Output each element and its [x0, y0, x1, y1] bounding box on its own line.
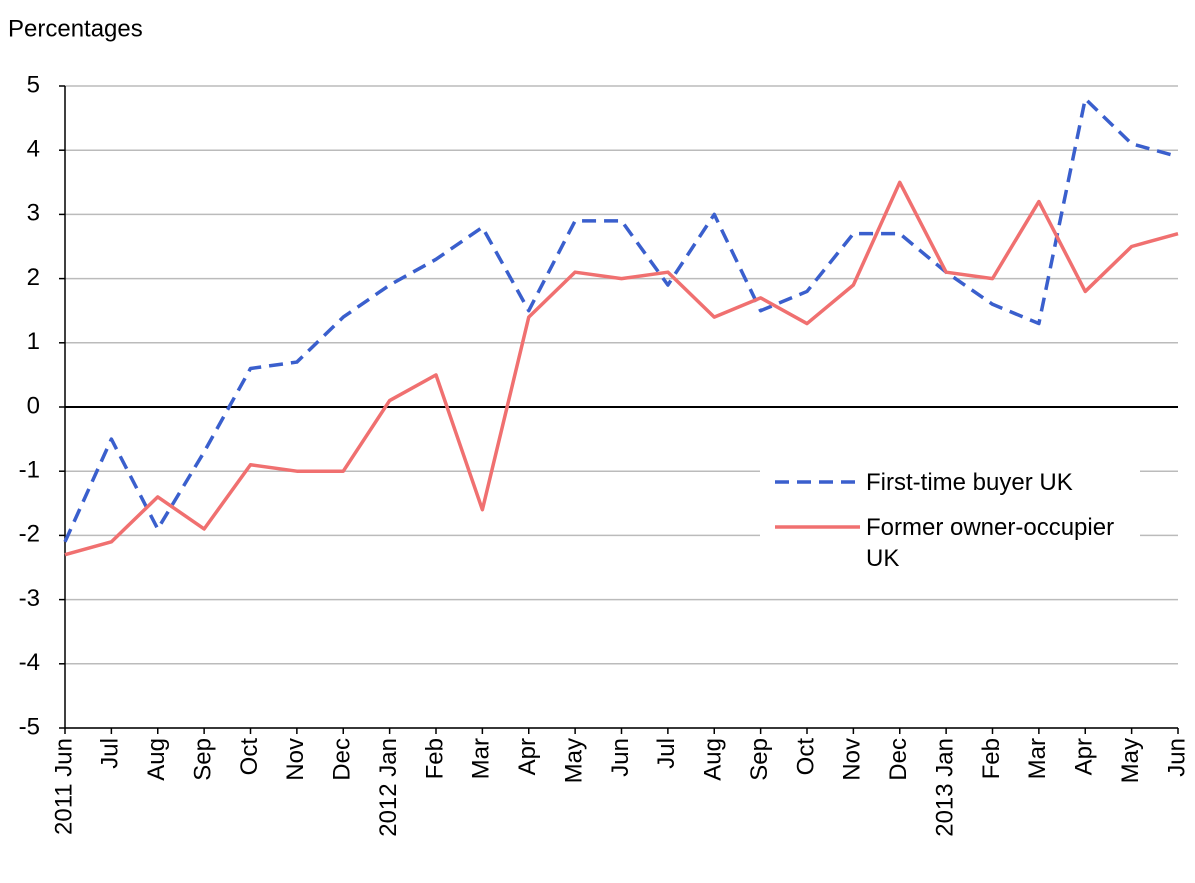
- x-tick-label: Apr: [1071, 738, 1098, 775]
- y-tick-label: 3: [27, 200, 40, 227]
- y-tick-label: -1: [19, 457, 40, 484]
- y-tick-label: 0: [27, 392, 40, 419]
- x-tick-label: Apr: [514, 738, 541, 775]
- x-tick-label: Jul: [97, 738, 124, 769]
- y-tick-label: 1: [27, 328, 40, 355]
- series-line: [64, 180, 1179, 557]
- legend-swatch: [775, 525, 860, 529]
- x-tick-label: Oct: [792, 738, 819, 776]
- x-tick-label: Jun: [1163, 738, 1190, 777]
- y-axis-label: Percentages: [8, 15, 143, 42]
- legend-swatch: [775, 480, 860, 484]
- x-tick-label: May: [560, 738, 587, 783]
- x-tick-label: Nov: [282, 738, 309, 781]
- series-line: [63, 97, 1179, 543]
- y-tick-label: -5: [19, 713, 40, 740]
- x-tick-label: Sep: [189, 738, 216, 781]
- x-tick-label: Jun: [607, 738, 634, 777]
- x-tick-label: May: [1117, 738, 1144, 783]
- x-tick-label: Dec: [329, 738, 356, 781]
- x-tick-label: Aug: [700, 738, 727, 781]
- x-tick-label: Nov: [839, 738, 866, 781]
- x-tick-label: 2013 Jan: [931, 738, 958, 837]
- x-tick-label: 2011 Jun: [50, 738, 77, 835]
- x-tick-label: Mar: [1024, 738, 1051, 779]
- y-tick-label: 2: [27, 264, 40, 291]
- x-tick-label: Sep: [746, 738, 773, 781]
- legend-item: Former owner-occupier UK: [760, 512, 1140, 574]
- y-tick-label: 5: [27, 71, 40, 98]
- legend-label: First-time buyer UK: [866, 469, 1073, 496]
- x-tick-label: Feb: [978, 738, 1005, 779]
- y-tick-label: -3: [19, 585, 40, 612]
- legend-item: First-time buyer UK: [760, 467, 1140, 498]
- y-tick-label: -4: [19, 649, 40, 676]
- x-tick-label: Jul: [653, 738, 680, 769]
- legend-label: Former owner-occupier UK: [866, 514, 1115, 572]
- y-tick-label: -2: [19, 521, 40, 548]
- x-tick-label: Oct: [236, 738, 263, 776]
- y-tick-label: 4: [27, 136, 40, 163]
- x-tick-label: Dec: [885, 738, 912, 781]
- x-tick-label: Aug: [143, 738, 170, 781]
- x-tick-label: Feb: [421, 738, 448, 779]
- x-tick-label: Mar: [468, 738, 495, 779]
- legend: First-time buyer UK Former owner-occupier…: [760, 455, 1140, 596]
- x-tick-label: 2012 Jan: [375, 738, 402, 837]
